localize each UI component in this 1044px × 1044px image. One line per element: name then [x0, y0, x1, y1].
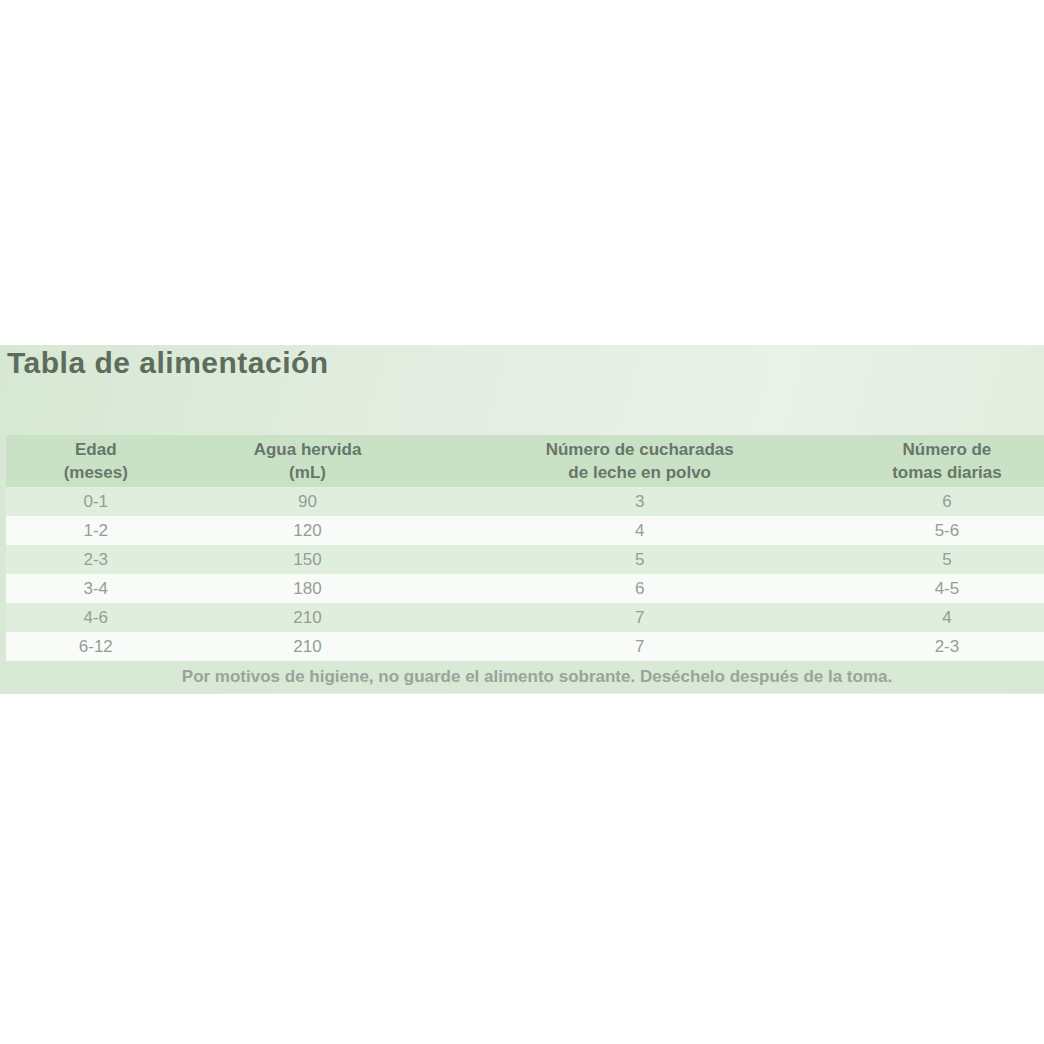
table-row: 6-12 210 7 2-3 — [6, 632, 1044, 661]
header-cell-agua: Agua hervida (mL) — [186, 435, 430, 487]
feeding-panel: Tabla de alimentación Edad (meses) Agua … — [0, 345, 1044, 694]
table-body: 0-1 90 3 6 1-2 120 4 5-6 2-3 150 5 5 3-4… — [6, 487, 1044, 661]
panel-title: Tabla de alimentación — [0, 345, 1044, 379]
table-cell: 7 — [429, 603, 849, 632]
header-line: (mL) — [186, 461, 430, 484]
table-cell: 4-5 — [850, 574, 1044, 603]
table-cell: 6 — [850, 487, 1044, 516]
table-cell: 5 — [429, 545, 849, 574]
header-line: Agua hervida — [186, 438, 430, 461]
header-line: Edad — [6, 438, 186, 461]
table-cell: 6-12 — [6, 632, 186, 661]
table-row: 4-6 210 7 4 — [6, 603, 1044, 632]
table-header: Edad (meses) Agua hervida (mL) Número de… — [6, 435, 1044, 487]
table-cell: 7 — [429, 632, 849, 661]
table-cell: 210 — [186, 632, 430, 661]
feeding-table: Edad (meses) Agua hervida (mL) Número de… — [6, 435, 1044, 661]
table-cell: 5 — [850, 545, 1044, 574]
table-cell: 6 — [429, 574, 849, 603]
table-row: 3-4 180 6 4-5 — [6, 574, 1044, 603]
table-row: 1-2 120 4 5-6 — [6, 516, 1044, 545]
header-line: Número de cucharadas — [429, 438, 849, 461]
table-cell: 4-6 — [6, 603, 186, 632]
header-line: de leche en polvo — [429, 461, 849, 484]
table-cell: 90 — [186, 487, 430, 516]
table-cell: 0-1 — [6, 487, 186, 516]
table-cell: 3 — [429, 487, 849, 516]
table-row: 0-1 90 3 6 — [6, 487, 1044, 516]
header-line: (meses) — [6, 461, 186, 484]
table-cell: 5-6 — [850, 516, 1044, 545]
table-row: 2-3 150 5 5 — [6, 545, 1044, 574]
hygiene-note: Por motivos de higiene, no guarde el ali… — [0, 661, 1044, 693]
table-cell: 4 — [850, 603, 1044, 632]
table-cell: 120 — [186, 516, 430, 545]
table-cell: 2-3 — [850, 632, 1044, 661]
table-cell: 1-2 — [6, 516, 186, 545]
header-cell-tomas: Número de tomas diarias — [850, 435, 1044, 487]
header-cell-edad: Edad (meses) — [6, 435, 186, 487]
header-row: Edad (meses) Agua hervida (mL) Número de… — [6, 435, 1044, 487]
header-line: Número de — [850, 438, 1044, 461]
header-line: tomas diarias — [850, 461, 1044, 484]
table-cell: 150 — [186, 545, 430, 574]
header-cell-cucharadas: Número de cucharadas de leche en polvo — [429, 435, 849, 487]
table-cell: 4 — [429, 516, 849, 545]
table-cell: 2-3 — [6, 545, 186, 574]
table-cell: 210 — [186, 603, 430, 632]
table-cell: 3-4 — [6, 574, 186, 603]
table-cell: 180 — [186, 574, 430, 603]
